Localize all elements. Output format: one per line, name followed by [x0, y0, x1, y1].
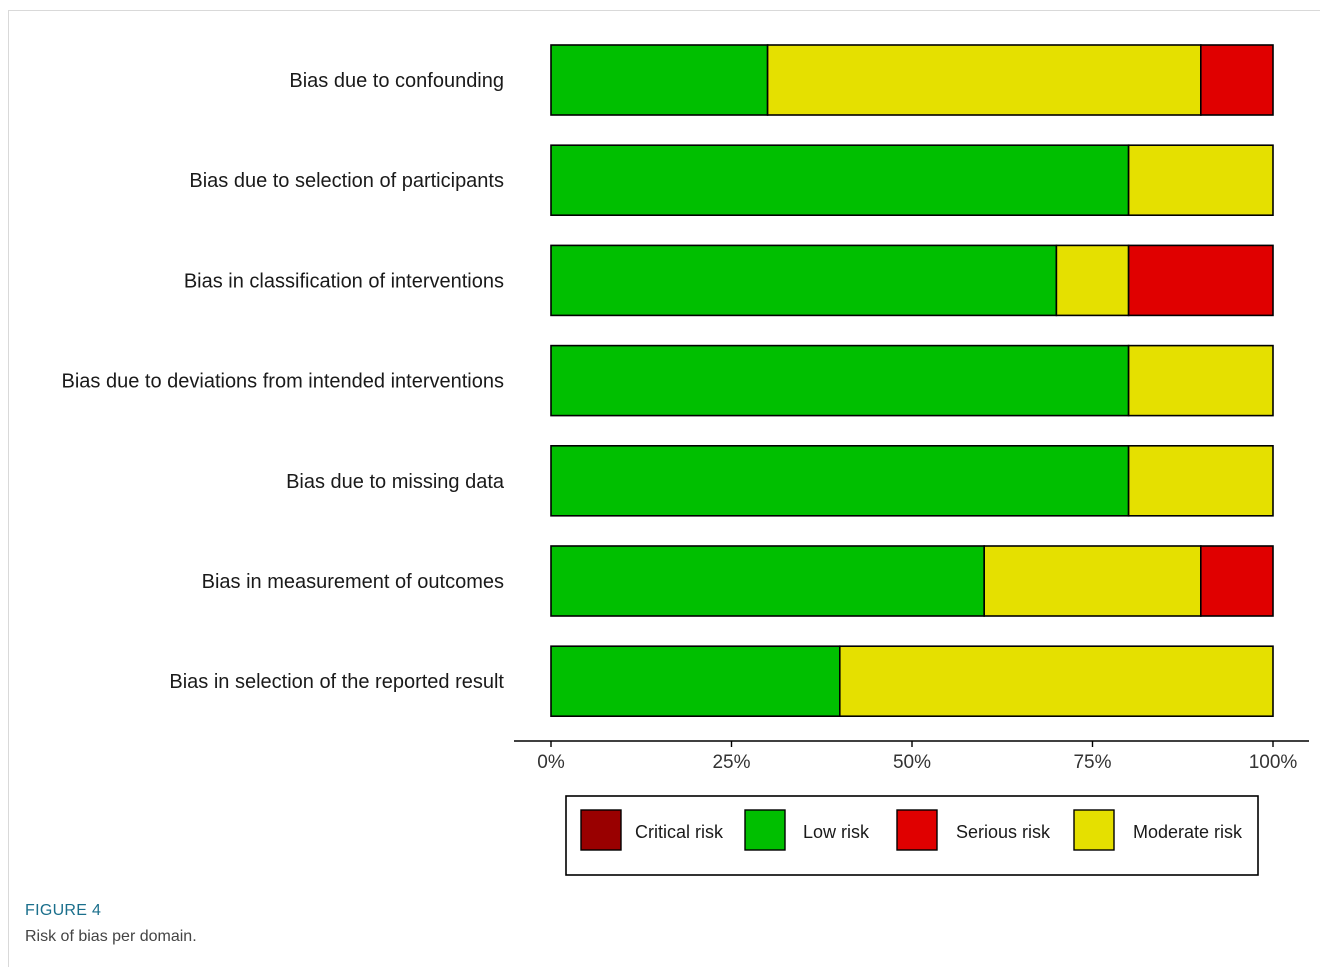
legend-label: Low risk	[803, 822, 870, 842]
category-label: Bias due to deviations from intended int…	[62, 371, 505, 393]
bar-segment-low-risk	[550, 344, 1130, 417]
legend-label: Moderate risk	[1133, 822, 1243, 842]
bar-segment-low-risk	[550, 244, 1058, 317]
category-label: Bias in classification of interventions	[184, 270, 504, 292]
bar-segment-moderate-risk	[983, 545, 1202, 617]
bar-segment-serious-risk	[1200, 545, 1274, 617]
figure-caption: Risk of bias per domain.	[25, 928, 197, 945]
bar-segment-low-risk	[550, 645, 841, 718]
risk-of-bias-chart: Bias due to confounding Bias due to selec…	[62, 44, 1309, 876]
category-label: Bias in selection of the reported result	[169, 671, 504, 693]
x-tick-label: 75%	[1073, 752, 1111, 773]
figure-frame	[8, 10, 1320, 967]
bar-segment-moderate-risk	[1127, 344, 1274, 417]
category-label: Bias due to confounding	[289, 70, 504, 92]
legend-swatch-serious-risk	[896, 809, 938, 851]
bar-segment-low-risk	[550, 444, 1130, 517]
figure-label: FIGURE 4	[25, 902, 102, 919]
x-tick-label: 25%	[712, 752, 750, 773]
bar-segment-moderate-risk	[1127, 144, 1274, 216]
legend-swatch-low-risk	[744, 809, 786, 851]
bar-segment-low-risk	[550, 545, 986, 617]
bar-segment-moderate-risk	[1127, 444, 1274, 517]
x-tick-label: 0%	[537, 752, 565, 773]
x-tick-label: 100%	[1249, 752, 1298, 773]
bar-segment-moderate-risk	[838, 645, 1274, 718]
legend-label: Serious risk	[956, 822, 1051, 842]
bar-segment-moderate-risk	[1055, 244, 1130, 317]
legend-label: Critical risk	[635, 822, 724, 842]
category-label: Bias due to selection of participants	[189, 170, 504, 192]
category-label: Bias due to missing data	[286, 471, 505, 493]
category-label: Bias in measurement of outcomes	[202, 571, 504, 593]
bar-segment-serious-risk	[1200, 44, 1274, 116]
bar-segment-moderate-risk	[766, 44, 1202, 116]
legend-swatch-moderate-risk	[1073, 809, 1115, 851]
bar-segment-low-risk	[550, 44, 769, 116]
x-tick-label: 50%	[893, 752, 931, 773]
legend-swatch-critical-risk	[580, 809, 622, 851]
bar-segment-low-risk	[550, 144, 1130, 216]
bar-segment-serious-risk	[1127, 244, 1274, 317]
